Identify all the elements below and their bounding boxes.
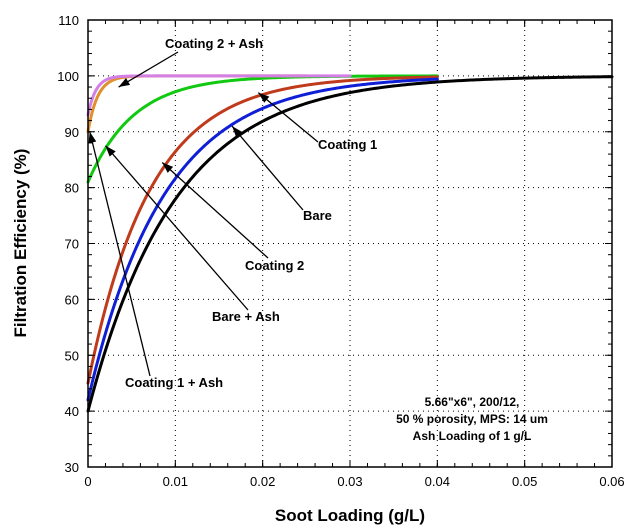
x-tick-label: 0.05	[512, 474, 537, 489]
note-line-3: Ash Loading of 1 g/L	[413, 429, 532, 443]
y-tick-label: 60	[65, 292, 79, 307]
y-tick-label: 110	[58, 13, 79, 28]
label-coating-1-ash: Coating 1 + Ash	[125, 375, 223, 390]
x-tick-label: 0.01	[163, 474, 188, 489]
y-tick-label: 50	[65, 348, 79, 363]
label-bare-ash: Bare + Ash	[212, 309, 280, 324]
y-tick-label: 70	[65, 237, 79, 252]
annotation-arrow-line	[232, 126, 303, 210]
y-tick-label: 40	[65, 404, 79, 419]
x-tick-label: 0.03	[337, 474, 362, 489]
x-axis-label: Soot Loading (g/L)	[275, 506, 425, 525]
y-tick-label: 100	[57, 69, 79, 84]
x-tick-label: 0.02	[250, 474, 275, 489]
x-tick-label: 0.04	[425, 474, 450, 489]
label-coating-2: Coating 2	[245, 258, 304, 273]
x-tick-label: 0	[84, 474, 91, 489]
note-line-2: 50 % porosity, MPS: 14 um	[396, 412, 548, 426]
series-line-bare	[88, 79, 437, 400]
y-axis-label: Filtration Efficiency (%)	[11, 149, 30, 338]
x-tick-label: 0.06	[599, 474, 624, 489]
y-tick-label: 30	[65, 460, 79, 475]
y-tick-label: 90	[65, 125, 79, 140]
annotation-arrow-head	[88, 132, 96, 144]
y-tick-label: 80	[65, 181, 79, 196]
series-line-coating-1	[88, 76, 437, 182]
annotation-arrow-line	[105, 146, 248, 310]
label-coating-2-ash: Coating 2 + Ash	[165, 36, 263, 51]
label-bare: Bare	[303, 208, 332, 223]
note-line-1: 5.66"x6", 200/12,	[425, 395, 520, 409]
label-coating-1: Coating 1	[318, 137, 377, 152]
